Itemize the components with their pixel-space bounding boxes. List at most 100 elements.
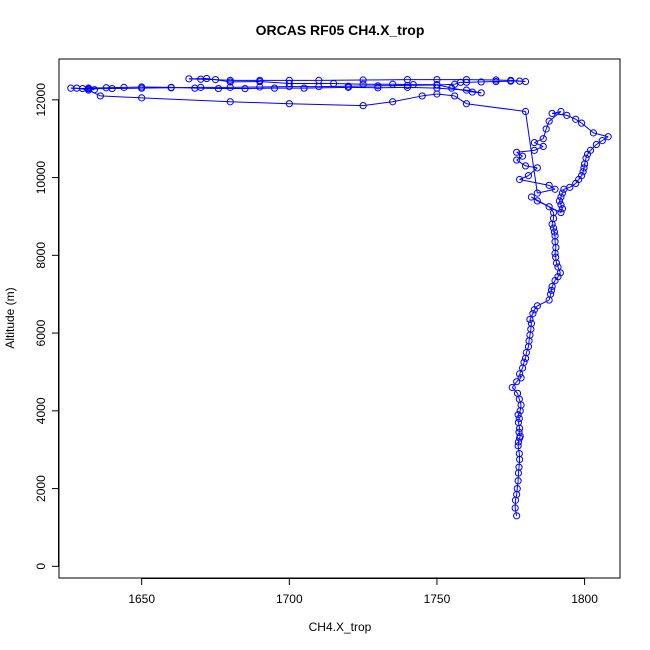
- data-point: [545, 117, 553, 125]
- data-point: [572, 115, 580, 123]
- data-point: [527, 319, 536, 327]
- data-point: [545, 203, 553, 211]
- data-point: [547, 290, 555, 298]
- series-line-segment: [542, 128, 547, 139]
- data-point: [433, 84, 441, 92]
- data-point: [462, 78, 471, 86]
- data-point: [578, 119, 586, 127]
- data-point: [589, 129, 598, 137]
- y-axis: 0 2000 4000 6000 8000 10000 12000: [34, 83, 59, 570]
- series-line-segment: [466, 89, 482, 94]
- data-point: [580, 164, 588, 172]
- data-point: [451, 92, 459, 100]
- data-point: [548, 282, 556, 291]
- data-point: [374, 82, 382, 90]
- data-point: [492, 76, 500, 84]
- chart-title: ORCAS RF05 CH4.X_trop: [256, 22, 425, 38]
- data-point: [529, 310, 537, 318]
- series-line-segment: [466, 103, 526, 112]
- series-line-segment: [519, 175, 529, 180]
- data-point: [578, 172, 586, 180]
- series-line-segment: [587, 150, 591, 155]
- series-line-segment: [581, 122, 594, 134]
- data-point: [511, 504, 519, 512]
- y-tick-label: 6000: [34, 319, 48, 346]
- series-line-segment: [289, 103, 364, 107]
- data-point: [549, 224, 558, 232]
- data-point: [521, 162, 530, 170]
- data-point: [516, 370, 524, 378]
- series-line-segment: [534, 138, 544, 144]
- data-point: [344, 83, 352, 91]
- data-point: [533, 164, 541, 172]
- data-point: [547, 286, 556, 294]
- data-point: [515, 449, 523, 458]
- data-point: [359, 76, 367, 84]
- data-point: [554, 273, 562, 281]
- series-line-segment: [566, 114, 576, 120]
- series-line-segment: [593, 132, 609, 138]
- data-point: [556, 269, 564, 277]
- data-point: [533, 189, 541, 197]
- data-point: [462, 76, 471, 84]
- data-point: [598, 137, 606, 145]
- data-point: [90, 86, 99, 94]
- data-point: [285, 100, 293, 108]
- series-line-segment: [392, 95, 423, 103]
- data-point: [138, 94, 146, 102]
- series-line-segment: [548, 111, 562, 122]
- data-point: [374, 84, 382, 92]
- data-point: [515, 463, 523, 471]
- data-point: [557, 193, 565, 201]
- data-point: [211, 76, 220, 84]
- data-point: [530, 138, 538, 147]
- data-point: [513, 148, 521, 156]
- x-axis: 1650 1700 1750 1800: [128, 578, 598, 606]
- data-point: [462, 100, 471, 108]
- data-point: [548, 109, 556, 118]
- data-point: [552, 253, 560, 261]
- series-line-segment: [519, 435, 521, 439]
- data-point: [300, 84, 308, 92]
- data-point: [389, 80, 397, 88]
- x-tick-label: 1650: [128, 592, 155, 606]
- data-point: [533, 302, 541, 310]
- data-point: [549, 208, 558, 217]
- series-line-segment: [304, 86, 349, 89]
- data-point: [477, 78, 485, 86]
- data-point: [533, 197, 541, 205]
- data-point: [191, 84, 199, 92]
- series-line-segment: [537, 299, 550, 307]
- series-line-segment: [516, 159, 526, 167]
- data-point: [551, 232, 559, 240]
- data-point: [539, 135, 547, 143]
- series-line-segment: [511, 387, 518, 394]
- series-line-segment: [259, 81, 290, 84]
- y-axis-label: Altitude (m): [3, 287, 17, 348]
- series-line-segment: [578, 175, 583, 180]
- data-point: [120, 83, 128, 91]
- data-point: [270, 84, 279, 92]
- series-line-segment: [436, 87, 467, 91]
- data-point: [582, 154, 590, 162]
- data-point: [79, 84, 87, 93]
- data-point: [530, 146, 538, 154]
- series-line-segment: [518, 459, 521, 468]
- series-line-segment: [534, 146, 544, 151]
- data-point: [515, 428, 523, 436]
- data-point: [203, 74, 211, 83]
- data-point: [462, 86, 471, 94]
- series-line-segment: [519, 179, 550, 186]
- series-line-segment: [517, 445, 520, 454]
- series-line-segment: [436, 84, 452, 89]
- data-point: [558, 189, 567, 197]
- data-point: [542, 125, 550, 133]
- data-point: [214, 84, 223, 93]
- x-tick-label: 1700: [276, 592, 303, 606]
- data-point: [226, 78, 234, 86]
- data-point: [359, 102, 367, 110]
- data-point: [102, 84, 110, 92]
- series-line-segment: [171, 86, 195, 89]
- x-axis-label: CH4.X_trop: [309, 620, 372, 634]
